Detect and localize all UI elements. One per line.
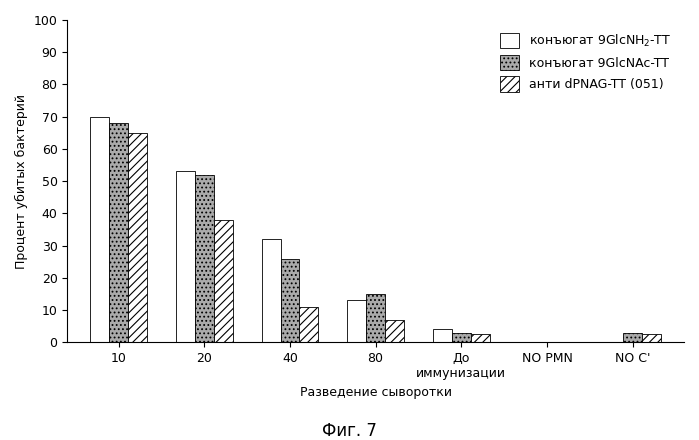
Bar xyxy=(214,220,233,342)
X-axis label: Разведение сыворотки: Разведение сыворотки xyxy=(300,385,452,399)
Bar xyxy=(366,294,385,342)
Bar xyxy=(624,333,642,342)
Bar xyxy=(299,307,318,342)
Bar xyxy=(385,320,404,342)
Bar xyxy=(280,259,299,342)
Text: Фиг. 7: Фиг. 7 xyxy=(322,422,377,440)
Bar xyxy=(90,117,109,342)
Bar xyxy=(109,123,128,342)
Bar xyxy=(433,330,452,342)
Bar xyxy=(261,239,280,342)
Legend: конъюгат 9GlcNH$_2$-TT, конъюгат 9GlcNAc-TT, анти dPNAG-TT (051): конъюгат 9GlcNH$_2$-TT, конъюгат 9GlcNAc… xyxy=(494,26,678,98)
Bar xyxy=(452,333,470,342)
Bar xyxy=(347,301,366,342)
Bar xyxy=(195,175,214,342)
Bar xyxy=(176,172,195,342)
Bar xyxy=(128,133,147,342)
Bar xyxy=(642,334,661,342)
Bar xyxy=(470,334,489,342)
Y-axis label: Процент убитых бактерий: Процент убитых бактерий xyxy=(15,94,28,269)
